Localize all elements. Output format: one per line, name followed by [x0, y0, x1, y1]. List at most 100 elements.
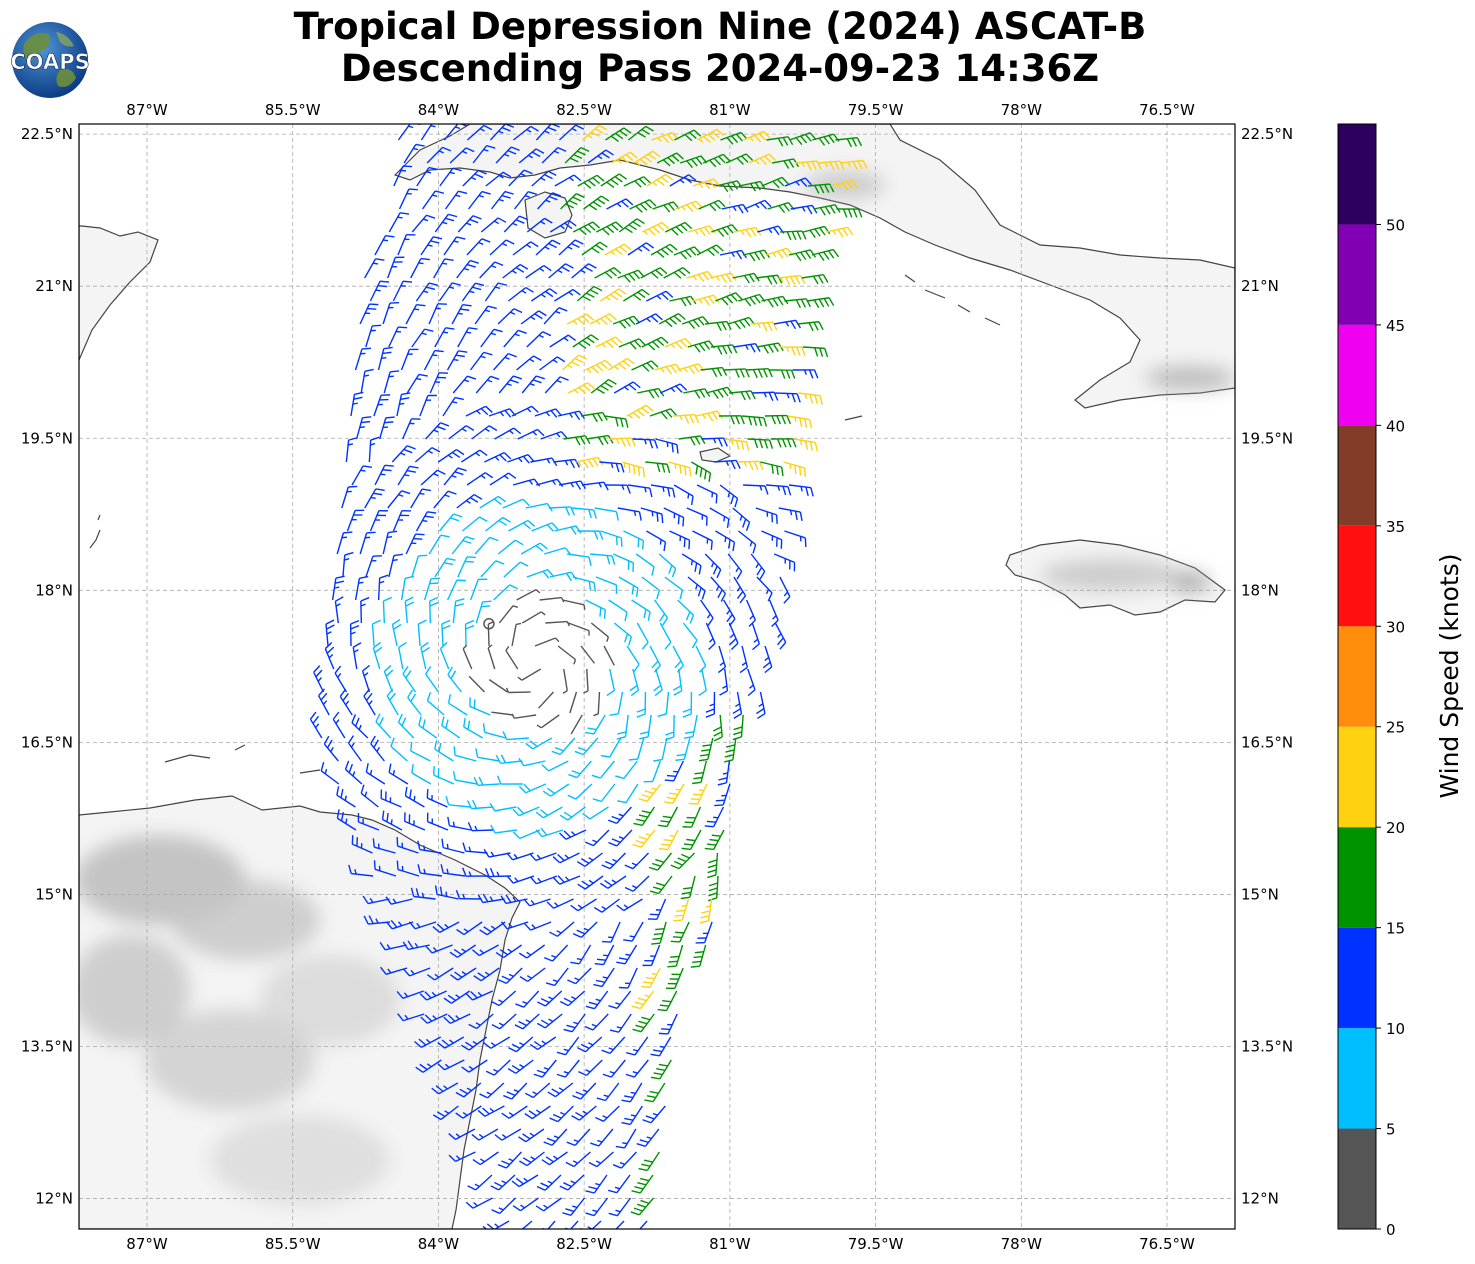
wind-barb — [429, 596, 439, 624]
wind-barb — [752, 391, 779, 401]
wind-barb — [355, 416, 372, 440]
wind-barb — [380, 966, 408, 975]
lat-tick-left-2: 19.5°N — [21, 429, 73, 447]
lon-tick-top-4: 81°W — [709, 101, 751, 119]
wind-barb — [675, 200, 703, 212]
wind-barb — [670, 852, 695, 870]
wind-barb — [443, 990, 471, 1004]
wind-barb — [466, 472, 494, 486]
wind-barb — [426, 812, 449, 831]
wind-barb — [659, 622, 672, 650]
wind-barb — [603, 645, 615, 666]
wind-barb — [434, 740, 454, 762]
wind-barb — [336, 809, 357, 831]
wind-barb — [483, 1036, 511, 1049]
wind-barb — [447, 816, 472, 831]
wind-barb — [426, 146, 452, 164]
wind-barb — [403, 967, 431, 977]
wind-barb — [606, 668, 616, 697]
wind-barb — [729, 390, 756, 401]
wind-barb — [471, 1128, 499, 1141]
wind-barb — [543, 307, 568, 325]
wind-barb — [601, 1036, 626, 1055]
wind-barb — [496, 775, 523, 785]
wind-barb — [696, 244, 724, 257]
wind-barb — [507, 1059, 534, 1074]
land-honduras-islands — [164, 744, 321, 774]
colorbar-label: Wind Speed (knots) — [1435, 553, 1464, 798]
colorbar-bin-8 — [1338, 324, 1376, 426]
wind-barb — [636, 1128, 660, 1147]
lat-tick-right-0: 22.5°N — [1241, 125, 1293, 143]
wind-barb — [495, 944, 523, 959]
wind-barb — [613, 622, 633, 646]
wind-barb — [448, 425, 475, 440]
wind-barb — [585, 990, 609, 1010]
wind-barb — [417, 864, 443, 877]
wind-barb — [591, 760, 615, 779]
wind-barb — [649, 408, 678, 420]
wind-barb — [540, 430, 568, 440]
wind-barb — [520, 310, 547, 325]
wind-barb — [807, 183, 835, 194]
wind-barb — [617, 783, 639, 804]
wind-barb — [600, 875, 627, 889]
wind-barb — [627, 242, 655, 256]
wind-barb — [742, 249, 771, 262]
wind-barb — [484, 452, 512, 463]
logo-text: COAPS — [10, 50, 89, 74]
wind-barb — [397, 713, 415, 739]
wind-barb — [681, 316, 710, 329]
wind-barb — [479, 1082, 505, 1099]
wind-barb — [451, 536, 475, 555]
wind-barb — [545, 620, 571, 627]
wind-barb — [373, 394, 391, 417]
wind-barb — [502, 498, 530, 509]
wind-barb — [595, 576, 618, 594]
wind-barb — [646, 173, 674, 187]
wind-barb — [349, 619, 360, 647]
wind-barb — [428, 303, 447, 325]
wind-barb — [360, 368, 374, 394]
wind-barb — [583, 195, 610, 211]
wind-barb — [531, 522, 559, 532]
colorbar: 0 5 10 15 20 25 30 35 40 45 50 — [1337, 123, 1405, 1239]
wind-barb — [313, 665, 325, 693]
land-swan-islands — [89, 514, 101, 549]
wind-barb — [625, 1059, 649, 1078]
wind-barb — [400, 575, 415, 601]
wind-barb — [451, 304, 472, 325]
wind-barb — [381, 810, 403, 831]
wind-barb — [512, 125, 539, 141]
wind-barb — [411, 214, 436, 233]
wind-barb — [396, 860, 420, 877]
wind-barb — [733, 576, 747, 604]
wind-barb — [744, 199, 772, 210]
wind-barb — [544, 376, 569, 394]
wind-barb — [398, 188, 418, 210]
wind-barb — [513, 191, 537, 210]
wind-barb — [756, 691, 766, 720]
wind-barb — [520, 542, 548, 555]
wind-barb — [715, 530, 736, 552]
wind-barb — [836, 208, 863, 218]
wind-barb — [462, 169, 487, 187]
wind-barb — [516, 589, 541, 601]
wind-barb — [489, 472, 517, 486]
lat-tick-right-2: 19.5°N — [1241, 429, 1293, 447]
wind-barb — [595, 336, 623, 349]
wind-barb — [362, 895, 390, 905]
wind-barb — [402, 418, 421, 440]
wind-barb — [609, 691, 624, 717]
wind-barb — [714, 459, 741, 470]
wind-barb — [539, 356, 566, 371]
wind-barb — [535, 239, 561, 256]
wind-barb — [612, 315, 641, 329]
lat-tick-right-7: 12°N — [1241, 1190, 1279, 1208]
wind-barb — [383, 370, 400, 394]
wind-barb — [750, 553, 766, 580]
wind-barb — [503, 561, 529, 578]
wind-barb — [766, 484, 792, 496]
wind-barb — [645, 461, 671, 474]
